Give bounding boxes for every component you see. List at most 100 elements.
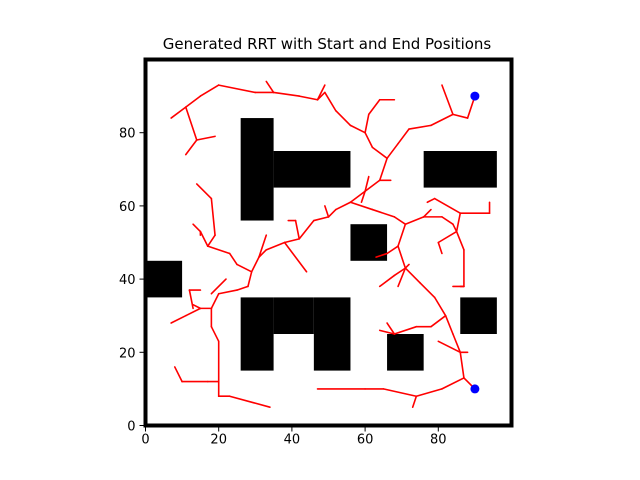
tree-edge xyxy=(441,377,465,390)
tree-edge xyxy=(250,256,260,273)
tree-edge xyxy=(247,270,253,288)
tree-edge xyxy=(437,340,462,354)
tree-edge xyxy=(195,135,216,141)
tree-edge xyxy=(455,212,462,233)
tree-edge xyxy=(265,80,275,94)
tree-edge xyxy=(170,314,187,324)
tree-edge xyxy=(444,314,454,335)
x-tick-label: 0 xyxy=(141,433,149,448)
tree-edge xyxy=(437,241,443,255)
tree-edge xyxy=(415,388,443,398)
y-axis-ticks: 0 20 40 60 80 xyxy=(119,127,144,435)
tree-edge xyxy=(210,197,216,236)
tree-edge xyxy=(386,142,399,160)
tree-edge xyxy=(408,124,432,130)
tree-edge xyxy=(335,201,352,211)
endpoints-layer xyxy=(470,91,480,394)
tree-edge xyxy=(364,131,374,149)
tree-edge xyxy=(393,267,407,277)
x-tick-label: 80 xyxy=(430,433,447,448)
end-point xyxy=(470,384,480,394)
obstacle xyxy=(460,297,497,334)
x-tick-label: 60 xyxy=(357,433,374,448)
tree-edge xyxy=(192,303,202,310)
tree-edge xyxy=(228,252,238,266)
x-tick-label: 20 xyxy=(210,433,227,448)
tree-edges-layer xyxy=(170,80,491,409)
tree-edge xyxy=(349,124,366,134)
tree-edge xyxy=(195,183,213,200)
tree-edge xyxy=(265,241,286,251)
tree-edge xyxy=(173,366,183,383)
x-axis-ticks: 0 20 40 60 80 xyxy=(141,427,447,448)
tree-edge xyxy=(411,395,418,409)
y-tick-label: 80 xyxy=(119,127,136,142)
y-tick-label: 60 xyxy=(119,200,136,215)
tree-edge xyxy=(459,351,465,379)
tree-edge xyxy=(199,84,220,97)
tree-edge xyxy=(184,95,202,108)
tree-edge xyxy=(430,314,447,328)
tree-edge xyxy=(283,241,308,273)
tree-edge xyxy=(258,234,268,258)
obstacle xyxy=(423,151,497,188)
tree-edge xyxy=(313,216,330,222)
tree-edge xyxy=(217,84,257,94)
tree-edge xyxy=(170,106,187,119)
start-point xyxy=(470,91,480,101)
tree-edge xyxy=(371,208,396,218)
tree-edge xyxy=(199,230,209,247)
tree-edge xyxy=(455,230,465,251)
tree-edge xyxy=(210,278,227,295)
plot-frame xyxy=(143,57,514,428)
tree-edge xyxy=(433,296,447,317)
tree-edge xyxy=(397,128,410,145)
tree-edge xyxy=(397,245,407,269)
obstacle xyxy=(313,297,351,371)
obstacle xyxy=(387,334,424,371)
tree-edge xyxy=(217,289,238,295)
tree-edge xyxy=(452,113,469,119)
tree-edge xyxy=(452,223,458,233)
tree-edge xyxy=(378,329,396,335)
tree-edge xyxy=(382,388,418,398)
obstacle xyxy=(273,151,351,188)
tree-edge xyxy=(386,322,396,335)
tree-edge xyxy=(206,245,231,255)
tree-edge xyxy=(188,289,194,310)
tree-edge xyxy=(367,98,381,116)
tree-edge xyxy=(422,208,432,218)
tree-edge xyxy=(397,267,407,288)
tree-edge xyxy=(349,190,366,204)
obstacle xyxy=(145,260,183,298)
tree-edge xyxy=(210,325,220,343)
tree-edge xyxy=(210,292,220,310)
tree-edge xyxy=(283,238,301,244)
tree-edge xyxy=(378,274,396,288)
tree-edge xyxy=(298,95,319,101)
tree-edge xyxy=(298,219,315,240)
tree-edge xyxy=(228,395,271,409)
obstacle xyxy=(240,118,274,221)
y-tick-label: 40 xyxy=(119,273,136,288)
tree-edge xyxy=(393,325,418,335)
chart-title: Generated RRT with Start and End Positio… xyxy=(163,35,492,53)
tree-edge xyxy=(206,234,216,247)
tree-edge xyxy=(364,113,370,134)
tree-edge xyxy=(364,175,370,193)
tree-edge xyxy=(327,208,337,218)
tree-edge xyxy=(236,263,253,273)
tree-edge xyxy=(349,201,374,211)
tree-edge xyxy=(404,216,425,225)
tree-edge xyxy=(393,216,407,225)
obstacles-layer xyxy=(145,118,497,371)
tree-edge xyxy=(441,84,454,116)
tree-edge xyxy=(397,223,407,247)
tree-edge xyxy=(437,230,458,244)
tree-edge xyxy=(419,281,436,299)
tree-edge xyxy=(433,197,462,215)
tree-edge xyxy=(378,157,388,182)
obstacle xyxy=(273,297,314,334)
tree-edge xyxy=(430,113,454,127)
